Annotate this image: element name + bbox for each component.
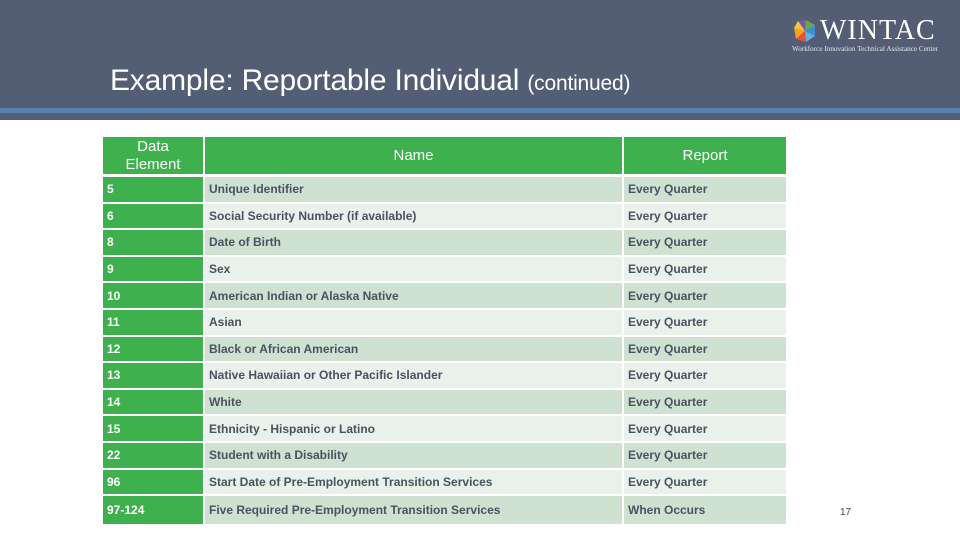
- data-element-cell: 13: [103, 363, 203, 388]
- table-row: 13 Native Hawaiian or Other Pacific Isla…: [103, 363, 786, 388]
- data-element-cell: 96: [103, 469, 203, 495]
- data-element-cell: 8: [103, 230, 203, 255]
- header-stripe: [0, 108, 960, 113]
- slide-title-main: Example: Reportable Individual: [110, 64, 520, 97]
- table-row: 10 American Indian or Alaska Native Ever…: [103, 283, 786, 308]
- wintac-logo: WINTAC Workforce Innovation Technical As…: [792, 16, 952, 56]
- data-element-cell: 9: [103, 256, 203, 282]
- name-cell: Start Date of Pre-Employment Transition …: [205, 469, 622, 495]
- name-cell: Social Security Number (if available): [205, 203, 622, 229]
- slide-title: Example: Reportable Individual (continue…: [110, 64, 630, 98]
- data-element-cell: 6: [103, 203, 203, 229]
- table-row: 9 Sex Every Quarter: [103, 256, 786, 282]
- table-row: 8 Date of Birth Every Quarter: [103, 230, 786, 255]
- table-row: 12 Black or African American Every Quart…: [103, 336, 786, 362]
- name-cell: Native Hawaiian or Other Pacific Islande…: [205, 363, 622, 388]
- name-cell: White: [205, 389, 622, 415]
- data-element-cell: 11: [103, 309, 203, 335]
- pinwheel-logo-icon: [794, 20, 815, 42]
- name-cell: Student with a Disability: [205, 442, 622, 468]
- data-element-cell: 12: [103, 336, 203, 362]
- name-cell: Sex: [205, 256, 622, 282]
- table-row: 11 Asian Every Quarter: [103, 309, 786, 335]
- data-element-cell: 15: [103, 416, 203, 441]
- data-element-cell: 22: [103, 442, 203, 468]
- report-cell: Every Quarter: [624, 177, 786, 202]
- data-element-cell: 97-124: [103, 496, 203, 525]
- logo-wordmark: WINTAC: [820, 15, 936, 46]
- report-cell: Every Quarter: [624, 416, 786, 441]
- column-header-name: Name: [205, 137, 622, 174]
- report-cell: Every Quarter: [624, 336, 786, 362]
- table-row: 96 Start Date of Pre-Employment Transiti…: [103, 469, 786, 495]
- name-cell: Black or African American: [205, 336, 622, 362]
- report-cell: Every Quarter: [624, 203, 786, 229]
- table-row: 6 Social Security Number (if available) …: [103, 203, 786, 229]
- name-cell: Ethnicity - Hispanic or Latino: [205, 416, 622, 441]
- table-row: 97-124 Five Required Pre-Employment Tran…: [103, 496, 786, 525]
- name-cell: Asian: [205, 309, 622, 335]
- report-cell: Every Quarter: [624, 309, 786, 335]
- name-cell: Five Required Pre-Employment Transition …: [205, 496, 622, 525]
- data-element-cell: 10: [103, 283, 203, 308]
- data-element-cell: 14: [103, 389, 203, 415]
- header-band: [0, 0, 960, 120]
- report-cell: Every Quarter: [624, 469, 786, 495]
- slide-title-suffix: (continued): [527, 72, 631, 95]
- column-header-report: Report: [624, 137, 786, 174]
- table-header-row: Data Element Name Report: [103, 137, 786, 174]
- header-line-1: Data: [137, 137, 169, 155]
- name-cell: Unique Identifier: [205, 177, 622, 202]
- report-cell: Every Quarter: [624, 363, 786, 388]
- name-cell: American Indian or Alaska Native: [205, 283, 622, 308]
- header-line-2: Element: [125, 155, 181, 173]
- report-cell: Every Quarter: [624, 256, 786, 282]
- table-row: 22 Student with a Disability Every Quart…: [103, 442, 786, 468]
- page-number: 17: [840, 507, 852, 518]
- report-cell: When Occurs: [624, 496, 786, 525]
- data-element-cell: 5: [103, 177, 203, 202]
- report-cell: Every Quarter: [624, 283, 786, 308]
- logo-tagline: Workforce Innovation Technical Assistanc…: [792, 45, 939, 53]
- report-cell: Every Quarter: [624, 389, 786, 415]
- reportable-individual-table: Data Element Name Report 5 Unique Identi…: [103, 137, 786, 526]
- table-row: 14 White Every Quarter: [103, 389, 786, 415]
- name-cell: Date of Birth: [205, 230, 622, 255]
- table-row: 5 Unique Identifier Every Quarter: [103, 177, 786, 202]
- column-header-data-element: Data Element: [103, 137, 203, 174]
- table-row: 15 Ethnicity - Hispanic or Latino Every …: [103, 416, 786, 441]
- report-cell: Every Quarter: [624, 230, 786, 255]
- report-cell: Every Quarter: [624, 442, 786, 468]
